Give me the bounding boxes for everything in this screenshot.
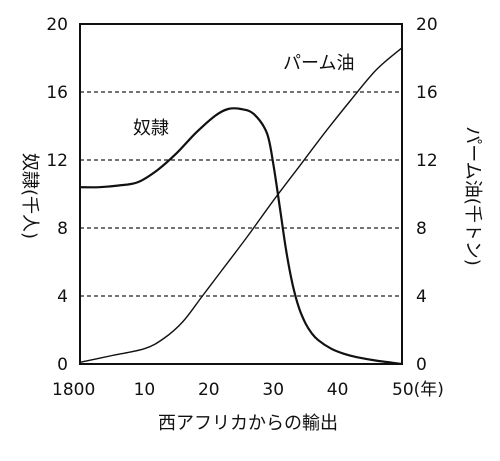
- series-line-palm-oil: [79, 47, 403, 363]
- x-ticks: 1800 10 20 30 40 50(年): [52, 380, 444, 400]
- x-tick-label: 1800: [52, 380, 95, 400]
- series-label-palm-oil: パーム油: [283, 53, 354, 74]
- x-tick-label: 50(年): [392, 380, 444, 400]
- y-right-tick-label: 16: [416, 83, 438, 103]
- y-left-tick-label: 4: [57, 287, 68, 307]
- right-ticks: 0 4 8 12 16 20: [416, 15, 438, 375]
- x-tick-label: 20: [198, 380, 220, 400]
- series-label-slaves: 奴隷: [133, 118, 169, 139]
- y-right-tick-label: 4: [416, 287, 427, 307]
- y-right-tick-label: 12: [416, 151, 438, 171]
- x-tick-label: 40: [327, 380, 349, 400]
- y-left-tick-label: 8: [57, 219, 68, 239]
- y-left-tick-label: 20: [46, 15, 68, 35]
- y-right-tick-label: 20: [416, 15, 438, 35]
- y-right-tick-label: 8: [416, 219, 427, 239]
- y-left-tick-label: 16: [46, 83, 68, 103]
- x-tick-label: 10: [134, 380, 156, 400]
- left-ticks: 0 4 8 12 16 20: [46, 15, 68, 375]
- gridlines: [80, 91, 402, 297]
- plot-frame: [79, 23, 403, 365]
- y-right-tick-label: 0: [416, 355, 427, 375]
- y-right-axis-label: パーム油(千トン): [462, 126, 483, 266]
- series-line-slaves: [79, 107, 403, 366]
- y-left-tick-label: 0: [57, 355, 68, 375]
- x-tick-label: 30: [262, 380, 284, 400]
- y-left-axis-label: 奴隷(千人): [19, 153, 40, 239]
- y-left-tick-label: 12: [46, 151, 68, 171]
- chart-caption: 西アフリカからの輸出: [158, 413, 338, 434]
